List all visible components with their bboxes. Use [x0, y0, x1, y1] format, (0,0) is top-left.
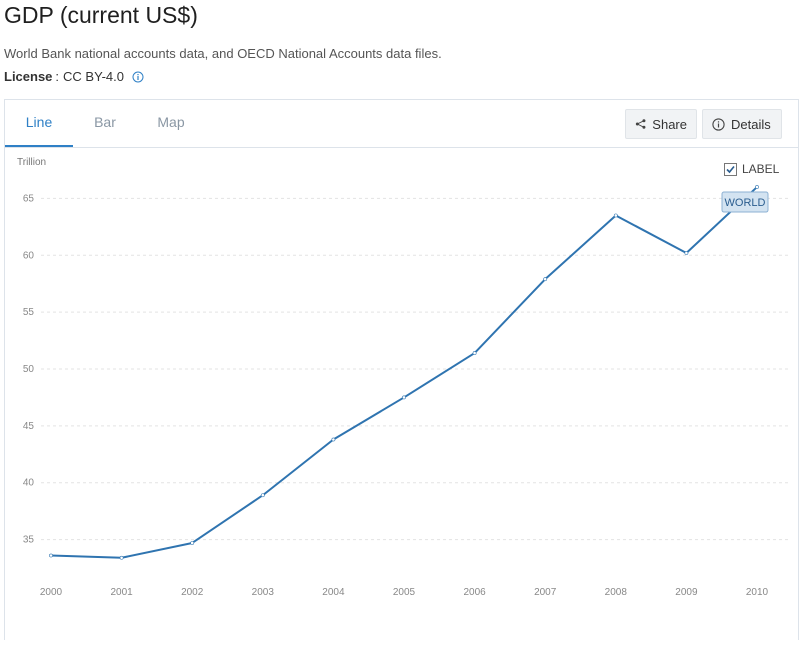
y-tick-label: 65 [23, 193, 35, 204]
data-point [119, 555, 124, 560]
line-chart: Trillion 35 40 45 50 55 60 65 2000 2001 2002 2003 20… [17, 157, 790, 598]
info-icon[interactable] [132, 71, 144, 83]
tab-line[interactable]: Line [5, 100, 73, 147]
info-circle-icon [712, 117, 725, 131]
x-tick-label: 2004 [322, 587, 345, 598]
label-toggle-text: LABEL [742, 162, 780, 176]
x-tick-label: 2010 [746, 587, 769, 598]
label-checkbox[interactable] [724, 162, 737, 176]
tab-bar: Line Bar Map Share Details [5, 100, 798, 148]
y-tick-label: 35 [23, 535, 35, 546]
x-tick-label: 2000 [40, 587, 63, 598]
data-point [472, 351, 477, 355]
y-tick-label: 40 [23, 478, 35, 489]
y-tick-label: 55 [23, 307, 35, 318]
data-point [684, 251, 689, 255]
share-button[interactable]: Share [625, 109, 697, 139]
x-tick-label: 2006 [463, 587, 486, 598]
y-unit-label: Trillion [17, 157, 46, 168]
source-note: World Bank national accounts data, and O… [4, 46, 442, 61]
label-toggle[interactable]: LABEL [724, 162, 779, 176]
data-point [402, 395, 406, 400]
chart-area: LABEL Trillion 35 40 45 50 55 60 65 2000 2001 2002… [5, 148, 798, 640]
x-tick-label: 2007 [534, 587, 557, 598]
license-label: License [4, 69, 53, 84]
x-tick-label: 2005 [393, 587, 416, 598]
y-tick-label: 50 [23, 364, 35, 375]
data-point [543, 277, 548, 282]
x-tick-label: 2002 [181, 587, 204, 598]
y-tick-label: 45 [23, 421, 35, 432]
license-separator: : [55, 69, 60, 84]
tab-map[interactable]: Map [157, 114, 185, 130]
checkmark-icon [726, 165, 735, 173]
x-tick-label: 2009 [675, 587, 698, 598]
license-line: License : CC BY-4.0 [4, 69, 144, 84]
share-label: Share [652, 116, 687, 132]
share-icon [635, 119, 646, 129]
details-button[interactable]: Details [702, 109, 782, 139]
data-point [613, 213, 618, 218]
data-point [190, 541, 195, 545]
series-end-label-box [721, 191, 769, 213]
series-end-label: WORLD [725, 197, 766, 209]
data-point [49, 553, 53, 558]
data-point [755, 185, 759, 189]
series-line [50, 186, 758, 559]
details-label: Details [731, 116, 771, 132]
data-point [260, 493, 265, 498]
chart-panel: Line Bar Map Share Details LABEL Trillio… [4, 99, 799, 640]
tab-bar-chart[interactable]: Bar [94, 114, 116, 130]
x-tick-label: 2003 [252, 587, 275, 598]
x-tick-label: 2008 [605, 587, 628, 598]
data-point [331, 437, 336, 442]
license-value: CC BY-4.0 [63, 69, 124, 84]
x-tick-label: 2001 [110, 587, 133, 598]
y-tick-label: 60 [23, 250, 35, 261]
page-title: GDP (current US$) [4, 2, 198, 28]
